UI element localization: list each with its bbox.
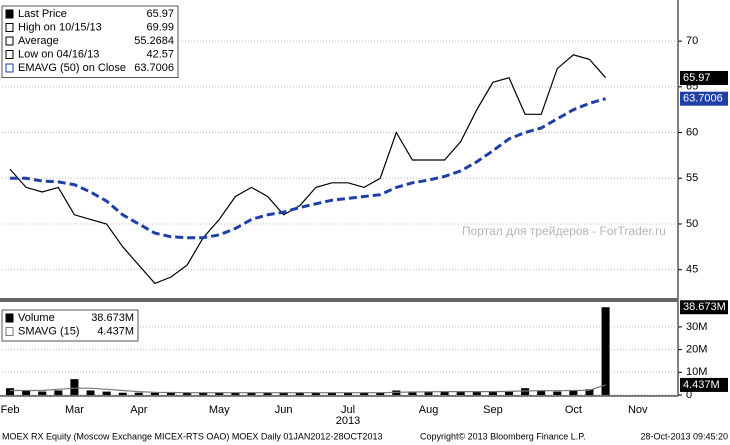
legend-icon xyxy=(5,9,14,19)
x-tick-label: Oct xyxy=(565,404,582,416)
x-tick-label: Feb xyxy=(1,404,20,416)
volume-bar xyxy=(360,392,369,395)
panel-separator xyxy=(0,298,678,302)
average-line xyxy=(10,97,607,240)
volume-bar xyxy=(183,392,192,395)
volume-bar xyxy=(215,392,224,395)
volume-bar xyxy=(553,391,562,395)
value-badge-label: 65.97 xyxy=(683,72,711,84)
legend-label: Last Price xyxy=(18,8,67,20)
volume-bar xyxy=(327,392,336,395)
volume-bar xyxy=(70,379,79,395)
volume-bar xyxy=(440,391,449,395)
x-tick-label: Jun xyxy=(275,404,293,416)
value-badge xyxy=(680,377,728,392)
value-badge-label: 63.7006 xyxy=(683,93,723,105)
legend-icon xyxy=(5,36,14,46)
legend-value: 38.673M xyxy=(91,312,134,324)
volume-bar xyxy=(38,391,47,395)
volume-bar xyxy=(22,390,31,395)
volume-bar xyxy=(279,392,288,395)
legend-value: 63.7006 xyxy=(134,62,174,74)
volume-bar xyxy=(150,392,159,395)
volume-bar xyxy=(521,388,530,395)
volume-bar xyxy=(456,391,465,395)
legend-value: 55.2684 xyxy=(134,35,174,47)
footer-right: 28-Oct-2013 09:45:20 xyxy=(640,431,728,441)
volume-bar xyxy=(585,389,594,395)
volume-bar xyxy=(231,392,240,395)
volume-bar xyxy=(424,391,433,395)
value-badge xyxy=(680,70,728,85)
x-tick-label: Sep xyxy=(483,404,503,416)
volume-bar xyxy=(295,392,304,395)
volume-bar xyxy=(601,307,610,395)
value-badge-label: 38.673M xyxy=(683,301,726,313)
value-badge xyxy=(680,300,728,315)
volume-bar xyxy=(472,391,481,395)
volume-bar xyxy=(488,391,497,395)
x-tick-label: May xyxy=(209,404,230,416)
legend-value: 69.99 xyxy=(146,21,174,33)
legend-label: Low on 04/16/13 xyxy=(18,48,99,60)
x-tick-label: Apr xyxy=(130,404,147,416)
y-tick-label: 0 xyxy=(686,389,692,401)
volume-bar xyxy=(537,390,546,395)
x-tick-label: Nov xyxy=(628,404,648,416)
volume-bar xyxy=(118,392,127,395)
legend-box xyxy=(1,309,139,342)
legend-icon xyxy=(5,63,14,73)
volume-bar xyxy=(263,392,272,395)
volume-bar xyxy=(199,392,208,395)
x-tick-label: Aug xyxy=(419,404,439,416)
legend-icon xyxy=(5,50,14,59)
y-tick-label: 55 xyxy=(686,172,698,184)
x-tick-label: Jul xyxy=(341,404,355,416)
legend-value: 65.97 xyxy=(146,8,174,20)
volume-bar xyxy=(102,391,111,395)
volume-bar xyxy=(134,392,143,395)
y-tick-label: 60 xyxy=(686,126,698,138)
y-tick-label: 70 xyxy=(686,35,698,47)
x-tick-label: Mar xyxy=(65,404,84,416)
volume-bar xyxy=(54,390,63,395)
value-badge-label: 4.437M xyxy=(683,379,720,391)
volume-bar xyxy=(569,390,578,395)
legend-icon xyxy=(5,327,14,336)
volume-bar xyxy=(504,391,514,395)
legend-label: SMAVG (15) xyxy=(18,325,80,337)
legend-label: EMAVG (50) on Close xyxy=(18,62,126,74)
legend-box xyxy=(1,5,179,78)
year-label: 2013 xyxy=(336,415,360,427)
volume-bar xyxy=(247,392,256,395)
watermark: Портал для трейдеров - ForTrader.ru xyxy=(462,224,666,238)
volume-bar xyxy=(166,392,176,395)
y-tick-label: 20M xyxy=(686,344,707,356)
legend-label: Volume xyxy=(18,312,55,324)
footer-center: Copyright© 2013 Bloomberg Finance L.P. xyxy=(420,431,586,441)
legend-icon xyxy=(5,23,14,32)
value-badge xyxy=(680,91,728,106)
legend-label: High on 10/15/13 xyxy=(18,21,102,33)
legend-label: Average xyxy=(18,35,59,47)
y-tick-label: 10M xyxy=(686,366,707,378)
legend-value: 4.437M xyxy=(97,325,134,337)
volume-bar xyxy=(344,392,353,395)
volume-bar xyxy=(408,391,417,395)
legend-value: 42.57 xyxy=(146,48,174,60)
footer-left: MOEX RX Equity (Moscow Exchange MICEX-RT… xyxy=(2,431,382,441)
y-tick-label: 50 xyxy=(686,218,698,230)
price-line xyxy=(9,54,607,285)
legend-icon xyxy=(5,313,14,323)
volume-bar xyxy=(311,392,320,395)
y-tick-label: 30M xyxy=(686,321,707,333)
price-line xyxy=(10,384,606,394)
volume-bar xyxy=(86,390,95,395)
y-tick-label: 45 xyxy=(686,264,698,276)
volume-bar xyxy=(376,392,385,395)
volume-bar xyxy=(6,388,15,395)
